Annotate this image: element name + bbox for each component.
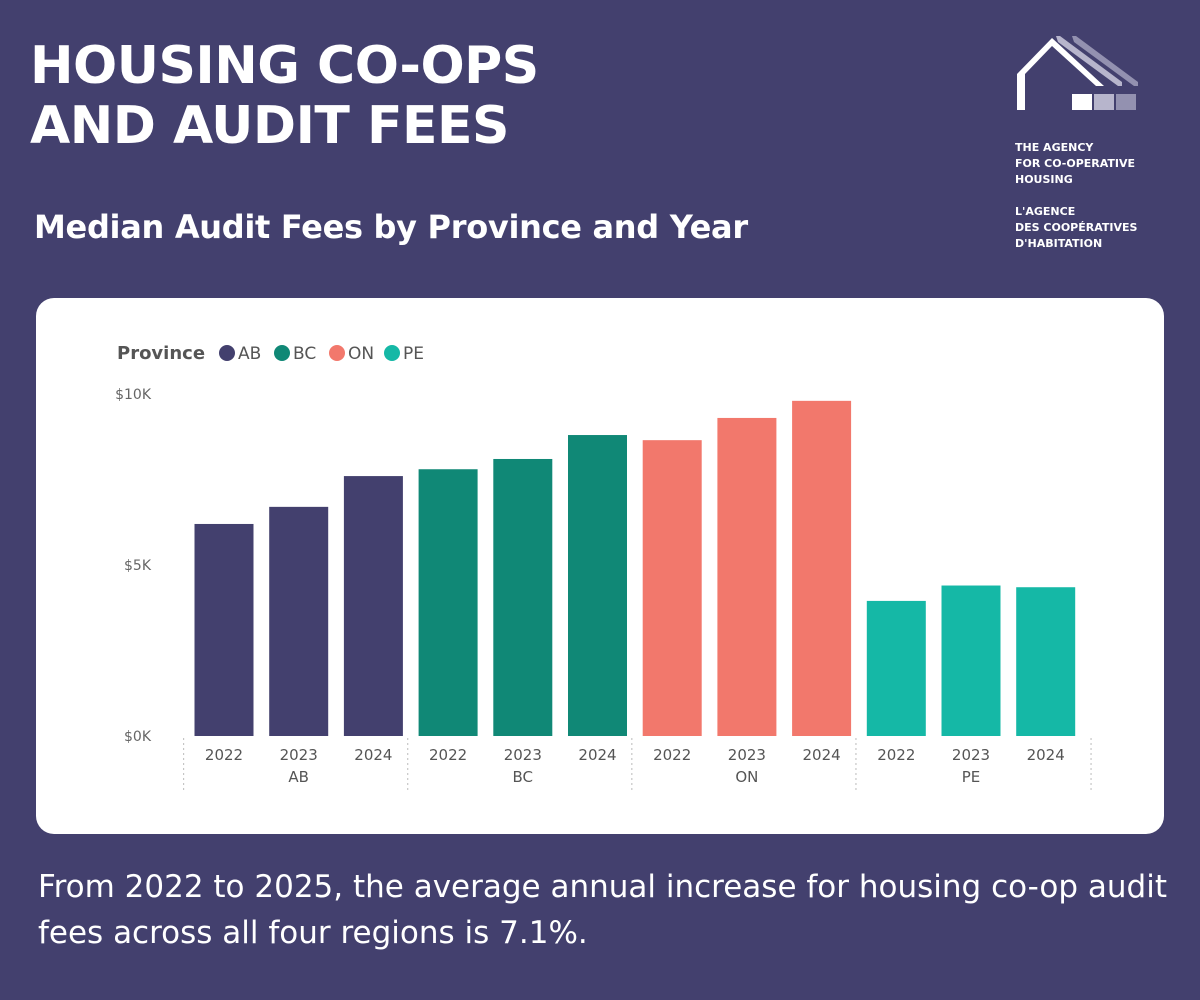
x-tick-label-year: 2023 — [280, 746, 318, 764]
bar-on-2024 — [792, 400, 852, 736]
x-tick-label-year: 2023 — [728, 746, 766, 764]
x-tick-label-year: 2022 — [653, 746, 691, 764]
logo-en-line-3: HOUSING — [1015, 173, 1073, 186]
bar-bc-2022 — [418, 469, 478, 736]
x-group-label: BC — [513, 768, 534, 786]
x-group-label: ON — [735, 768, 758, 786]
x-tick-label-year: 2024 — [354, 746, 392, 764]
x-tick-label-year: 2022 — [205, 746, 243, 764]
title-line-2: AND AUDIT FEES — [30, 96, 510, 156]
x-group-label: AB — [288, 768, 309, 786]
x-tick-label-year: 2022 — [877, 746, 915, 764]
legend-marker-on — [329, 345, 345, 361]
x-tick-label-year: 2024 — [578, 746, 616, 764]
x-tick-label-year: 2024 — [803, 746, 841, 764]
bar-bc-2023 — [493, 458, 553, 736]
bar-ab-2024 — [343, 476, 403, 736]
logo-en-line-2: FOR CO-OPERATIVE — [1015, 157, 1136, 170]
page-title: HOUSING CO-OPS AND AUDIT FEES — [30, 36, 539, 156]
x-tick-label-year: 2024 — [1027, 746, 1065, 764]
x-tick-label-year: 2022 — [429, 746, 467, 764]
logo-fr-line-1: L'AGENCE — [1015, 205, 1076, 218]
logo-text-english: THE AGENCY FOR CO-OPERATIVE HOUSING — [1015, 140, 1135, 188]
legend-marker-pe — [384, 345, 400, 361]
legend-marker-ab — [219, 345, 235, 361]
x-tick-label-year: 2023 — [504, 746, 542, 764]
legend-label-pe: PE — [403, 344, 424, 364]
logo-en-line-1: THE AGENCY — [1015, 141, 1094, 154]
x-group-label: PE — [962, 768, 981, 786]
chart-title: Median Audit Fees by Province and Year — [34, 208, 748, 246]
legend-label-on: ON — [348, 344, 374, 364]
bar-chart: Province AB BC ON PE $0K $5K $10K 2022 2023 2024 AB… — [115, 343, 1092, 790]
logo-fr-line-3: D'HABITATION — [1015, 237, 1103, 250]
legend-label-ab: AB — [238, 344, 261, 364]
chart-card: Province AB BC ON PE $0K $5K $10K 2022 2023 2024 AB… — [36, 298, 1164, 834]
legend-marker-bc — [274, 345, 290, 361]
bar-pe-2024 — [1016, 587, 1076, 736]
y-tick-label: $5K — [124, 558, 152, 574]
bar-pe-2023 — [941, 585, 1001, 736]
legend-title: Province — [117, 343, 205, 364]
bar-on-2022 — [642, 440, 702, 736]
bar-bc-2024 — [568, 435, 627, 736]
bar-on-2023 — [717, 417, 777, 736]
bar-pe-2022 — [866, 600, 926, 736]
y-tick-label: $0K — [124, 729, 152, 745]
bar-ab-2022 — [194, 523, 254, 736]
title-line-1: HOUSING CO-OPS — [30, 36, 539, 96]
house-logo-icon — [1017, 36, 1138, 110]
logo-text-french: L'AGENCE DES COOPÉRATIVES D'HABITATION — [1015, 204, 1137, 252]
legend-label-bc: BC — [293, 344, 316, 364]
y-tick-label: $10K — [115, 387, 152, 403]
summary-text: From 2022 to 2025, the average annual in… — [38, 869, 1168, 951]
x-tick-label-year: 2023 — [952, 746, 990, 764]
bar-ab-2023 — [269, 506, 329, 736]
logo-fr-line-2: DES COOPÉRATIVES — [1015, 221, 1138, 234]
